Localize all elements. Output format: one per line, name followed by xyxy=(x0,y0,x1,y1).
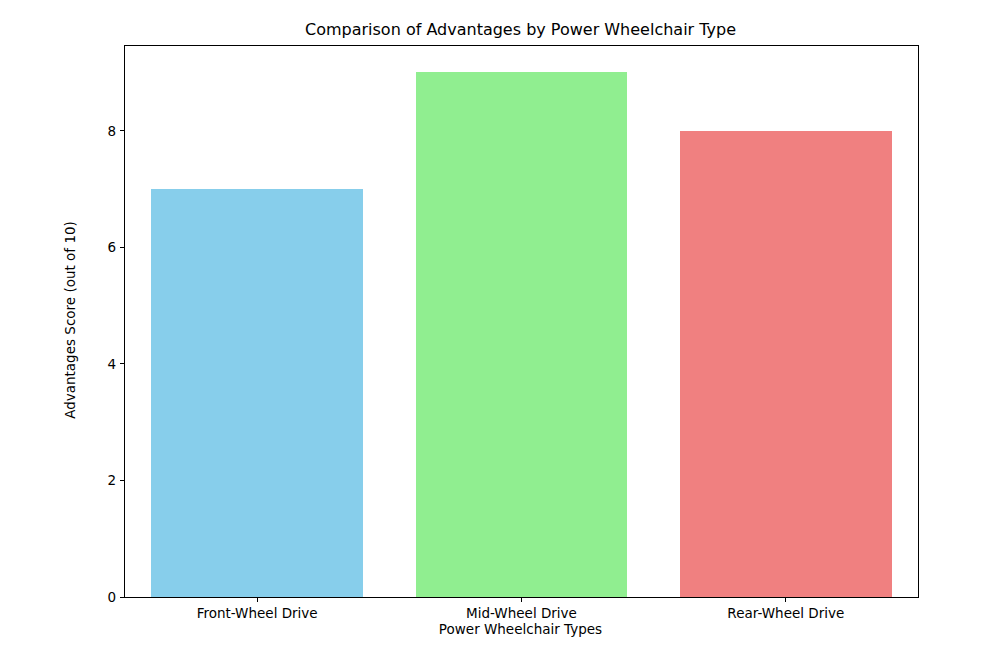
bar-front-wheel-drive xyxy=(151,189,362,597)
y-tick-mark xyxy=(120,363,124,364)
bar-mid-wheel-drive xyxy=(416,72,627,597)
y-tick-mark xyxy=(120,130,124,131)
y-tick-label: 8 xyxy=(107,123,116,139)
y-tick-label: 6 xyxy=(107,239,116,255)
plot-area: 02468Front-Wheel DriveMid-Wheel DriveRea… xyxy=(124,45,919,598)
bar-rear-wheel-drive xyxy=(680,131,891,597)
y-tick-label: 4 xyxy=(107,356,116,372)
x-tick-mark xyxy=(785,598,786,602)
y-tick-label: 0 xyxy=(107,589,116,605)
x-axis-label: Power Wheelchair Types xyxy=(124,621,917,637)
x-tick-label-mid-wheel-drive: Mid-Wheel Drive xyxy=(466,605,577,621)
chart-title: Comparison of Advantages by Power Wheelc… xyxy=(124,20,917,39)
y-tick-mark xyxy=(120,597,124,598)
x-tick-label-rear-wheel-drive: Rear-Wheel Drive xyxy=(727,605,844,621)
x-tick-mark xyxy=(521,598,522,602)
y-tick-mark xyxy=(120,247,124,248)
bar-chart-figure: Comparison of Advantages by Power Wheelc… xyxy=(0,0,991,649)
y-axis-label: Advantages Score (out of 10) xyxy=(62,221,78,419)
y-tick-label: 2 xyxy=(107,472,116,488)
x-tick-label-front-wheel-drive: Front-Wheel Drive xyxy=(197,605,318,621)
y-tick-mark xyxy=(120,480,124,481)
x-tick-mark xyxy=(257,598,258,602)
